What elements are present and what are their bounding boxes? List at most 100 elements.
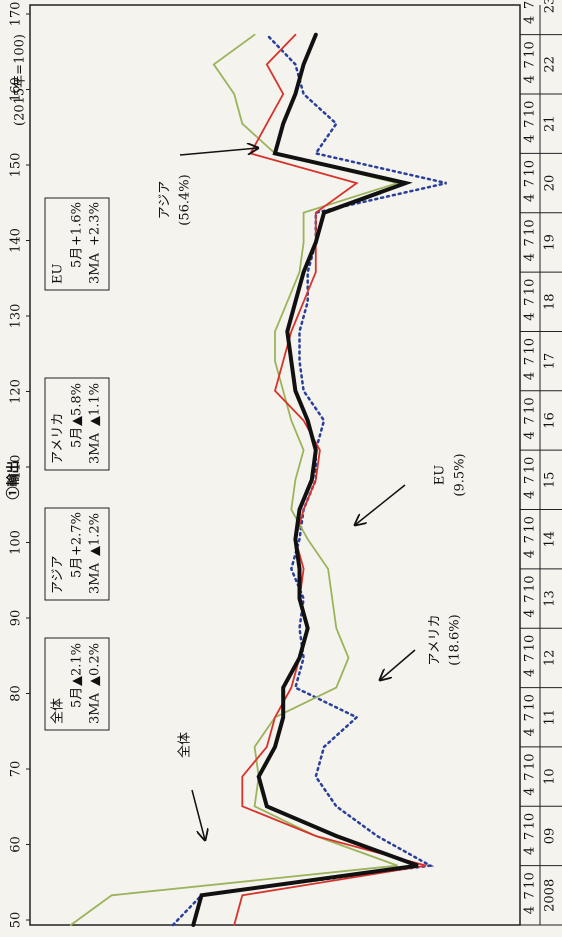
- y-tick-label: 170: [9, 2, 24, 27]
- annotation-label: アメリカ: [428, 614, 443, 665]
- x-tick-label: 10: [543, 768, 558, 785]
- annotation-arrow: [380, 649, 416, 680]
- month-tick-label: 7: [523, 832, 538, 840]
- x-tick-label: 19: [543, 234, 558, 251]
- month-tick-label: 10: [523, 338, 538, 355]
- subtitle: (2015年=100): [13, 34, 28, 126]
- y-tick-label: 60: [9, 836, 24, 853]
- month-tick-label: 10: [523, 872, 538, 889]
- y-tick-label: 50: [9, 912, 24, 929]
- y-tick-label: 160: [9, 77, 24, 102]
- annotation: アジア (56.4%): [158, 174, 193, 225]
- month-tick-label: 7: [523, 416, 538, 424]
- x-tick-label: 22: [543, 56, 558, 73]
- legend-row-label: 3MA: [88, 562, 103, 594]
- legend-row-value: ▲2.1%: [70, 643, 85, 686]
- month-tick-label: 4: [523, 253, 538, 261]
- month-tick-label: 4: [523, 431, 538, 439]
- month-tick-label: 7: [523, 772, 538, 780]
- legend-row-value: +2.3%: [88, 202, 103, 246]
- x-tick-label: 18: [543, 294, 558, 311]
- legend-row-value: +1.6%: [70, 202, 85, 246]
- legend-row-label: 5月: [70, 687, 85, 708]
- y-tick-label: 120: [9, 379, 24, 404]
- month-tick-label: 7: [523, 357, 538, 365]
- month-tick-label: 4: [523, 134, 538, 142]
- x-tick-label: 12: [543, 650, 558, 667]
- x-tick-label: 11: [543, 709, 558, 726]
- legend-name: アジア: [51, 556, 66, 594]
- x-tick-label: 21: [543, 115, 558, 132]
- month-tick-label: 10: [523, 635, 538, 652]
- y-tick-label: 100: [9, 530, 24, 555]
- series-line: [191, 32, 419, 927]
- x-tick-label: 13: [543, 590, 558, 607]
- annotation-label: EU: [433, 465, 448, 485]
- y-tick-label: 110: [9, 455, 24, 480]
- month-tick-label: 4: [523, 550, 538, 558]
- month-tick-label: 7: [523, 179, 538, 187]
- legend-row-value: ▲0.2%: [88, 643, 103, 686]
- y-tick-label: 140: [9, 228, 24, 253]
- legend-row-label: 3MA: [88, 252, 103, 284]
- month-tick-label: 10: [523, 41, 538, 58]
- legend-frame: [44, 197, 110, 291]
- legend-box: アジア 5月+2.7%3MA ▲1.2%: [44, 507, 110, 601]
- chart-title: ①輸出: [6, 460, 22, 499]
- x-tick-label: 17: [543, 353, 558, 370]
- annotation-share: (9.5%): [453, 453, 468, 496]
- y-tick-label: 130: [9, 304, 24, 329]
- legend-name: EU: [51, 264, 66, 284]
- month-tick-label: 4: [523, 906, 538, 914]
- y-tick-label: 80: [9, 685, 24, 702]
- month-tick-label: 7: [523, 891, 538, 899]
- month-tick-label: 7: [523, 535, 538, 543]
- month-tick-label: 7: [523, 713, 538, 721]
- annotation-share: (56.4%): [178, 174, 193, 225]
- month-tick-label: 4: [523, 787, 538, 795]
- annotation: EU (9.5%): [433, 453, 468, 496]
- month-tick-label: 10: [523, 160, 538, 177]
- x-tick-label: 23: [543, 0, 558, 13]
- legend-row-label: 5月: [70, 427, 85, 448]
- legend-row-value: ▲5.8%: [70, 383, 85, 426]
- month-tick-label: 7: [523, 238, 538, 246]
- month-tick-label: 4: [523, 609, 538, 617]
- month-tick-label: 7: [523, 120, 538, 128]
- month-tick-label: 4: [523, 194, 538, 202]
- month-tick-label: 4: [523, 372, 538, 380]
- month-tick-label: 4: [523, 669, 538, 677]
- y-tick-label: 70: [9, 761, 24, 778]
- legend-row-value: ▲1.1%: [88, 383, 103, 426]
- month-tick-label: 4: [523, 75, 538, 83]
- legend-row-label: 5月: [70, 247, 85, 268]
- annotation-label: 全体: [177, 732, 193, 758]
- month-tick-label: 10: [523, 279, 538, 296]
- legend-row-value: +2.7%: [70, 512, 85, 556]
- annotation-arrow: [191, 789, 205, 840]
- plot-frame: [29, 4, 521, 926]
- y-tick-label: 150: [9, 153, 24, 178]
- legend-frame: [44, 507, 110, 601]
- month-tick-label: 7: [523, 60, 538, 68]
- month-tick-label: 10: [523, 457, 538, 474]
- x-tick-label: 20: [543, 175, 558, 192]
- series-line: [233, 33, 427, 926]
- legend-row-label: 5月: [70, 557, 85, 578]
- month-tick-label: 4: [523, 312, 538, 320]
- annotation: アメリカ (18.6%): [428, 614, 463, 665]
- month-tick-label: 4: [523, 16, 538, 24]
- x-tick-label: 15: [543, 472, 558, 489]
- month-tick-label: 10: [523, 219, 538, 236]
- legend-name: アメリカ: [51, 413, 66, 464]
- annotation-share: (18.6%): [448, 614, 463, 665]
- month-tick-label: 10: [523, 397, 538, 414]
- annotation-arrow: [355, 484, 406, 525]
- month-tick-label: 10: [523, 813, 538, 830]
- month-tick-label: 7: [523, 654, 538, 662]
- month-tick-label: 4: [523, 728, 538, 736]
- legend-frame: [44, 637, 110, 731]
- legend-row-value: ▲1.2%: [88, 513, 103, 556]
